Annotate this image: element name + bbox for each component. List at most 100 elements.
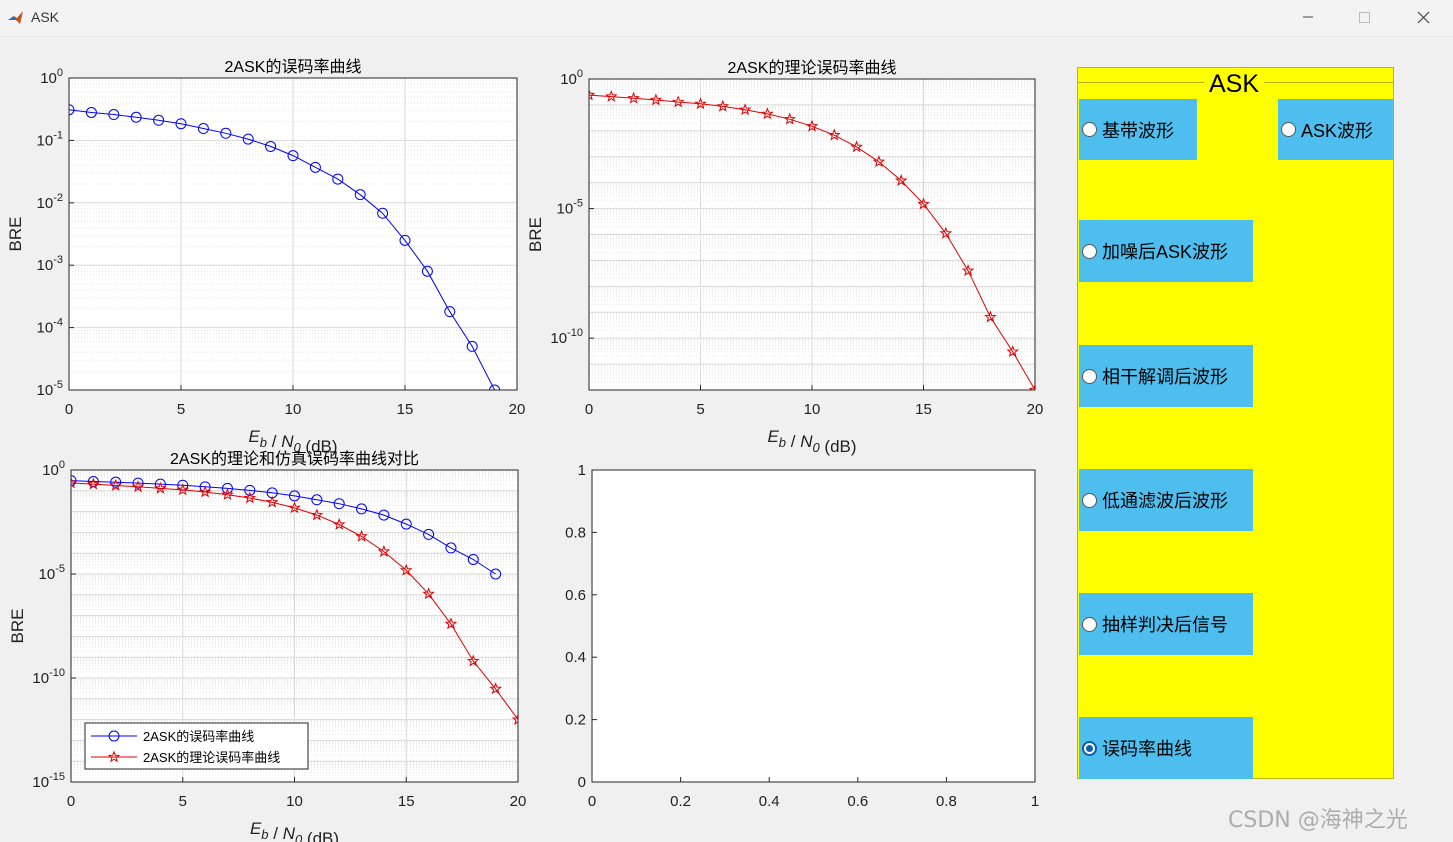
- window-titlebar: ASK: [0, 0, 1453, 37]
- data-point-star: [589, 88, 596, 101]
- data-point-circle: [265, 140, 277, 152]
- radio-label: 加噪后ASK波形: [1102, 242, 1229, 262]
- chart-1: 0 5 10 15 20 100 10-1 10-2 10-3 10-4 10-5 2ASK的误码率曲…: [6, 58, 525, 456]
- radio-coherent-demod-waveform[interactable]: 相干解调后波形: [1079, 345, 1253, 407]
- data-point-circle: [356, 503, 368, 515]
- maximize-button[interactable]: [1341, 2, 1387, 32]
- x-tick-label: 0: [585, 401, 593, 418]
- data-point-circle: [309, 161, 321, 173]
- charts-canvas: 0 5 10 15 2010010-110-210-310-410-52ASK的误码率曲…: [6, 58, 1043, 842]
- data-point-star: [355, 529, 368, 542]
- y-tick-label: 10-5: [557, 198, 583, 218]
- data-point-star: [716, 99, 730, 112]
- radio-label: 抽样判决后信号: [1102, 615, 1228, 635]
- data-point-circle: [311, 494, 323, 506]
- x-tick-label: 0.6: [847, 793, 868, 810]
- close-button[interactable]: [1400, 2, 1446, 32]
- x-tick-label: 0.8: [936, 793, 957, 810]
- legend-marker-circle: [108, 730, 120, 742]
- data-point-circle: [197, 123, 209, 135]
- series-line-1: [71, 480, 496, 575]
- data-point-star: [154, 481, 167, 494]
- radio-label: 相干解调后波形: [1102, 367, 1228, 387]
- data-point-circle: [85, 106, 97, 118]
- data-point-star: [444, 617, 458, 630]
- data-point-circle: [242, 133, 254, 145]
- data-point-star: [738, 103, 752, 116]
- window-title: ASK: [31, 9, 60, 25]
- data-point-star: [984, 310, 997, 323]
- y-tick-label: 10-5: [39, 563, 65, 583]
- axes-box: [591, 469, 1036, 783]
- y-tick-label: 1: [578, 462, 586, 479]
- radio-noisy-ask-waveform[interactable]: 加噪后ASK波形: [1079, 220, 1253, 282]
- y-tick-label: 0.8: [565, 524, 586, 541]
- data-point-star: [627, 91, 640, 104]
- data-point-star: [850, 140, 863, 153]
- radio-baseband-waveform[interactable]: 基带波形: [1079, 99, 1197, 160]
- x-axis-label: Eb / N0 (dB): [767, 427, 856, 456]
- data-point-star: [917, 197, 930, 210]
- data-point-circle: [377, 207, 389, 219]
- y-tick-label: 100: [42, 459, 65, 479]
- legend-label: 2ASK的理论误码率曲线: [143, 750, 280, 765]
- x-axis-label: Eb / N0 (dB): [250, 819, 339, 842]
- y-tick-label: 100: [40, 67, 63, 87]
- data-point-circle: [244, 484, 256, 496]
- y-tick-label: 10-10: [550, 327, 583, 347]
- data-point-star: [761, 107, 774, 120]
- plot-area: [592, 470, 1035, 782]
- legend-marker-star: [107, 750, 121, 763]
- data-point-star: [671, 95, 685, 108]
- data-point-circle: [175, 118, 187, 130]
- data-point-star: [894, 173, 908, 186]
- radio-circle-icon: [1082, 492, 1097, 508]
- chart-4: 0 0.2 0.4 0.6 0.8 1 0 0.2 0.4 0.6 0.8 1: [565, 462, 1039, 810]
- data-point-circle: [132, 477, 144, 489]
- series-line-1: [69, 109, 496, 390]
- data-point-star: [961, 264, 975, 277]
- x-tick-label: 0.4: [759, 793, 780, 810]
- radio-circle-icon: [1082, 368, 1097, 384]
- y-axis-label: BRE: [8, 609, 27, 644]
- minimize-button[interactable]: [1285, 2, 1331, 32]
- data-point-star: [939, 226, 953, 239]
- y-tick-label: 0.4: [565, 649, 586, 666]
- data-point-star: [872, 155, 886, 168]
- series-group: [69, 104, 501, 390]
- x-tick-label: 1: [1031, 793, 1039, 810]
- data-point-star: [71, 476, 78, 489]
- radio-sampling-decision-signal[interactable]: 抽样判决后信号: [1079, 593, 1253, 655]
- data-point-circle: [421, 265, 433, 277]
- radio-ask-waveform[interactable]: ASK波形: [1278, 99, 1393, 160]
- data-point-circle: [399, 234, 411, 246]
- series-line-2: [71, 482, 518, 720]
- y-tick-label: 0.6: [565, 587, 586, 604]
- data-point-star: [827, 128, 841, 141]
- data-point-circle: [220, 127, 232, 139]
- data-point-star: [1028, 383, 1035, 390]
- data-point-circle: [130, 111, 142, 123]
- data-point-circle: [154, 478, 166, 490]
- data-point-star: [489, 682, 502, 695]
- data-point-star: [265, 495, 279, 508]
- radio-lowpass-filter-waveform[interactable]: 低通滤波后波形: [1079, 469, 1253, 531]
- radio-label: 低通滤波后波形: [1102, 491, 1228, 511]
- data-point-star: [310, 508, 324, 521]
- x-tick-label: 10: [285, 401, 302, 418]
- data-point-circle: [378, 509, 390, 521]
- series-line-1: [589, 94, 1035, 390]
- data-point-star: [288, 501, 301, 514]
- chart-3: 0 5 10 15 20 100 10-5 10-10 10-15 2ASK的理论和仿真误码率曲线…: [8, 450, 526, 842]
- figure-area: 0 5 10 15 20 100 10-1 10-2 10-3 10-4 10-5 2ASK的误码率曲…: [0, 37, 1453, 842]
- chart-title: 2ASK的理论和仿真误码率曲线对比: [170, 450, 419, 468]
- button-group-panel: ASK 基带波形 ASK波形 加噪后ASK波形 相干解调后波形 低通滤波后波形 …: [1077, 67, 1394, 779]
- y-tick-label: 10-4: [37, 317, 63, 337]
- data-point-circle: [289, 490, 300, 502]
- data-point-star: [109, 478, 123, 491]
- x-tick-label: 20: [510, 793, 527, 810]
- radio-ber-curve[interactable]: 误码率曲线: [1079, 717, 1253, 779]
- radio-circle-icon: [1082, 616, 1097, 632]
- data-point-star: [377, 544, 391, 557]
- radio-label: 基带波形: [1102, 120, 1174, 141]
